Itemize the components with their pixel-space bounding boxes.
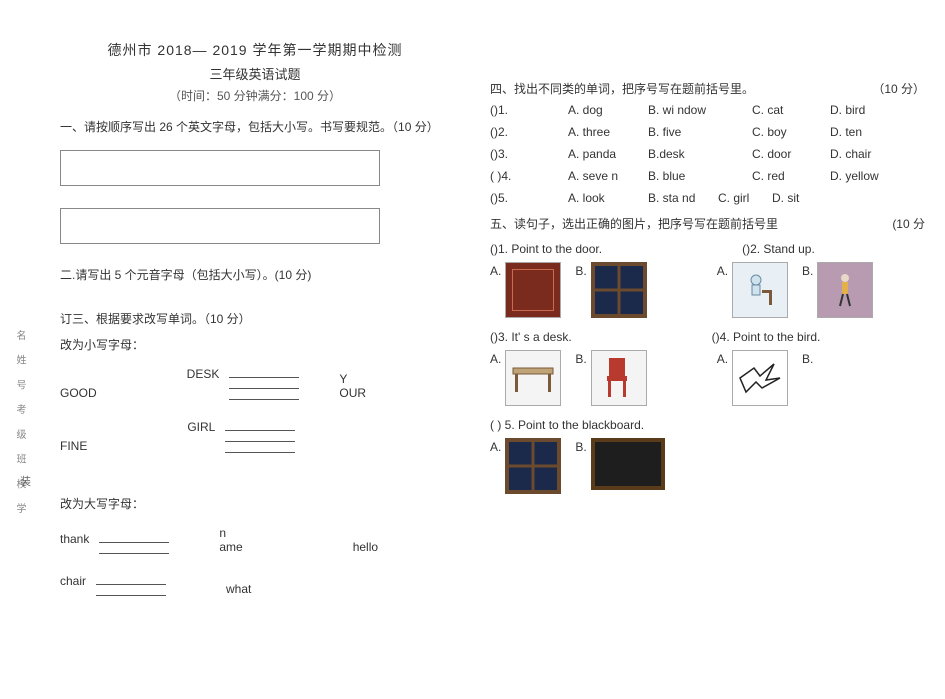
q1-label-a: A. [490, 262, 501, 278]
lower-words-row-2: chair what [60, 574, 450, 596]
word-what: what [226, 582, 251, 596]
window-icon-2 [505, 438, 561, 494]
blank-chair[interactable] [96, 574, 166, 596]
word-our: OUR [339, 386, 366, 400]
upper-words-row-2: FINE GIRL [60, 420, 450, 453]
stitch-label: 装 [20, 473, 450, 489]
sit-robot-icon [732, 262, 788, 318]
binding-vertical-label: 名 姓 号 考 级 班 校 学 [12, 330, 27, 519]
window-icon [591, 262, 647, 318]
bird-icon [732, 350, 788, 406]
s5-q2-text: ()2. Stand up. [742, 242, 815, 256]
s5-q4-text: ()4. Point to the bird. [712, 330, 821, 344]
section-4-points: （10 分） [872, 80, 925, 97]
s5-q3-text: ()3. It' s a desk. [490, 330, 572, 344]
to-lowercase-label: 改为小写字母： [60, 336, 450, 353]
q2-label-b: B. [802, 262, 813, 278]
s5-row-2: A. B. [490, 350, 925, 406]
blank-girl[interactable] [225, 420, 295, 453]
section-5-points: (10 分 [892, 215, 925, 232]
s5-row-3: A. B. [490, 438, 925, 494]
lower-words-row-1: thank n ame hello [60, 526, 450, 554]
word-y: Y [339, 372, 366, 386]
exam-meta: （时间：50 分钟满分：100 分） [60, 87, 450, 104]
section-5-heading: 五、读句子，选出正确的图片，把序号写在题前括号里 [490, 215, 778, 232]
q3-label-b: B. [575, 350, 586, 366]
section-3-heading: 订三、根据要求改写单词。（10 分） [60, 310, 450, 328]
chair-icon [591, 350, 647, 406]
blank-thank[interactable] [99, 532, 169, 554]
q5-label-b: B. [575, 438, 586, 454]
s4-q1: ()1. A. dog B. wi ndow C. cat D. bird [490, 103, 925, 117]
section-4-heading: 四、找出不同类的单词，把序号写在题前括号里。 [490, 80, 754, 97]
answer-box-1[interactable] [60, 150, 380, 186]
q1-label-b: B. [575, 262, 586, 278]
word-good: GOOD [60, 386, 97, 400]
word-hello: hello [353, 540, 378, 554]
word-ame: ame [219, 540, 242, 554]
exam-subtitle: 三年级英语试题 [60, 64, 450, 83]
to-uppercase-label: 改为大写字母： [60, 495, 450, 512]
word-n: n [219, 526, 242, 540]
section-2-heading: 二.请写出 5 个元音字母（包括大小写）。(10 分) [60, 266, 450, 284]
blackboard-icon [591, 438, 665, 490]
s5-q1-text: ()1. Point to the door. [490, 242, 602, 256]
q3-label-a: A. [490, 350, 501, 366]
blank-desk[interactable] [229, 367, 299, 400]
s4-q5: ()5. A. look B. sta nd C. girl D. sit [490, 191, 925, 205]
right-column: 四、找出不同类的单词，把序号写在题前括号里。 （10 分） ()1. A. do… [480, 40, 925, 689]
s5-row-1: A. B. A. [490, 262, 925, 318]
s4-q4: ( )4. A. seve n B. blue C. red D. yellow [490, 169, 925, 183]
word-fine: FINE [60, 439, 87, 453]
word-chair: chair [60, 574, 86, 588]
q2-label-a: A. [717, 262, 728, 278]
s5-q5-text: ( ) 5. Point to the blackboard. [490, 418, 925, 432]
desk-icon [505, 350, 561, 406]
exam-page: 德州市 2018— 2019 学年第一学期期中检测 三年级英语试题 （时间：50… [0, 0, 945, 699]
q4-label-a: A. [717, 350, 728, 366]
s4-q2: ()2. A. three B. five C. boy D. ten [490, 125, 925, 139]
answer-box-2[interactable] [60, 208, 380, 244]
section-1-heading: 一、请按顺序写出 26 个英文字母，包括大小写。书写要规范。（10 分） [60, 118, 450, 136]
q5-label-a: A. [490, 438, 501, 454]
word-girl: GIRL [187, 420, 215, 434]
door-icon [505, 262, 561, 318]
upper-words-row-1: GOOD DESK Y OUR [60, 367, 450, 400]
word-desk: DESK [187, 367, 220, 381]
exam-title: 德州市 2018— 2019 学年第一学期期中检测 [60, 40, 450, 60]
stand-girl-icon [817, 262, 873, 318]
exam-header: 德州市 2018— 2019 学年第一学期期中检测 三年级英语试题 （时间：50… [60, 40, 450, 104]
section-4-list: ()1. A. dog B. wi ndow C. cat D. bird ()… [490, 103, 925, 205]
word-thank: thank [60, 532, 89, 546]
left-column: 德州市 2018— 2019 学年第一学期期中检测 三年级英语试题 （时间：50… [60, 40, 480, 689]
s4-q3: ()3. A. panda B.desk C. door D. chair [490, 147, 925, 161]
q4-label-b: B. [802, 350, 813, 366]
